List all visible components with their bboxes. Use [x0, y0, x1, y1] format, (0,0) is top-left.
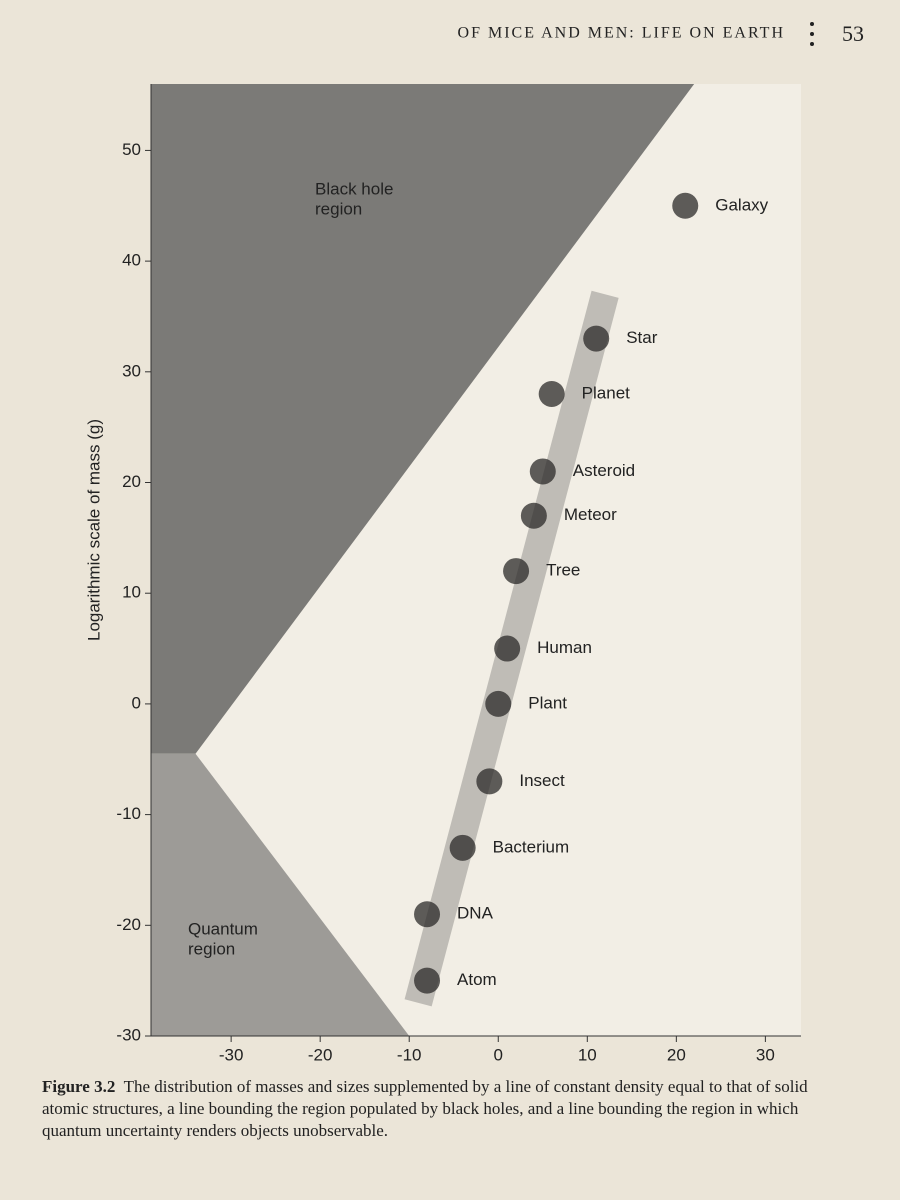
- object-marker: [538, 380, 565, 407]
- object-marker: [414, 967, 441, 994]
- object-label: Asteroid: [573, 461, 635, 480]
- object-marker: [476, 768, 503, 795]
- page-number: 53: [842, 21, 864, 46]
- object-marker: [520, 502, 547, 529]
- object-label: Galaxy: [715, 195, 768, 214]
- y-axis-label: Logarithmic scale of mass (g): [84, 419, 103, 641]
- object-marker: [485, 690, 512, 717]
- separator-dot: [810, 32, 814, 36]
- object-label: Star: [626, 328, 658, 347]
- object-marker: [529, 458, 556, 485]
- caption-text: The distribution of masses and sizes sup…: [42, 1077, 808, 1140]
- caption: Figure 3.2 The distribution of masses an…: [42, 1076, 842, 1142]
- x-tick-label: 10: [578, 1045, 597, 1064]
- object-marker: [449, 834, 476, 861]
- object-label: Planet: [582, 383, 630, 402]
- object-marker: [414, 901, 441, 928]
- region-label: Quantum: [188, 919, 258, 938]
- object-label: Atom: [457, 970, 497, 989]
- object-label: Bacterium: [493, 837, 570, 856]
- object-label: Plant: [528, 693, 567, 712]
- region-label: region: [188, 939, 235, 958]
- object-marker: [503, 558, 530, 585]
- object-marker: [494, 635, 521, 662]
- region-label: Black hole: [315, 179, 393, 198]
- y-tick-label: 0: [132, 693, 141, 712]
- y-tick-label: -20: [116, 915, 141, 934]
- y-tick-label: 30: [122, 361, 141, 380]
- y-tick-label: 10: [122, 583, 141, 602]
- x-tick-label: -20: [308, 1045, 333, 1064]
- y-tick-label: 20: [122, 472, 141, 491]
- x-tick-label: 0: [494, 1045, 503, 1064]
- y-tick-label: -30: [116, 1025, 141, 1044]
- object-label: Insect: [519, 771, 565, 790]
- region: [151, 753, 410, 1036]
- region: [151, 84, 695, 754]
- object-label: Tree: [546, 561, 580, 580]
- running-title: OF MICE AND MEN: LIFE ON EARTH: [458, 25, 785, 42]
- object-marker: [583, 325, 610, 352]
- separator-dot: [810, 42, 814, 46]
- caption-label: Figure 3.2: [42, 1077, 116, 1096]
- y-tick-label: 50: [122, 140, 141, 159]
- x-tick-label: 20: [667, 1045, 686, 1064]
- x-tick-label: -10: [397, 1045, 422, 1064]
- separator-dot: [810, 22, 814, 26]
- object-label: Meteor: [564, 505, 617, 524]
- x-tick-label: -30: [219, 1045, 244, 1064]
- y-tick-label: 40: [122, 251, 141, 270]
- object-marker: [672, 192, 699, 219]
- object-label: Human: [537, 638, 592, 657]
- x-tick-label: 30: [756, 1045, 775, 1064]
- y-tick-label: -10: [116, 804, 141, 823]
- object-label: DNA: [457, 904, 494, 923]
- chart: OF MICE AND MEN: LIFE ON EARTH 53 Black …: [84, 21, 864, 1064]
- region-label: region: [315, 199, 362, 218]
